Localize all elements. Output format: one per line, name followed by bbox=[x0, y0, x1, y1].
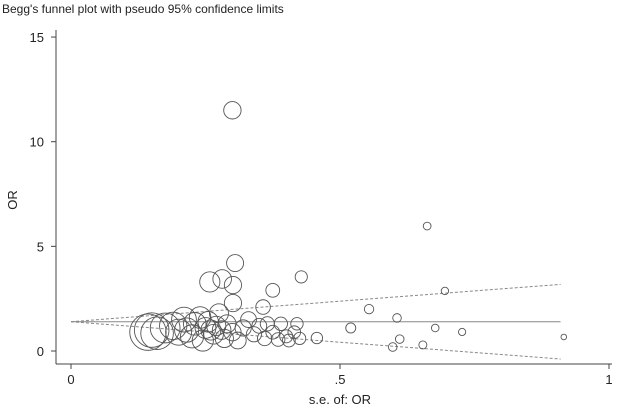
study-point bbox=[149, 312, 181, 344]
study-point bbox=[392, 313, 402, 323]
study-point bbox=[223, 294, 242, 313]
y-tick-label: 5 bbox=[37, 239, 44, 254]
chart-title: Begg's funnel plot with pseudo 95% confi… bbox=[2, 2, 284, 16]
study-point bbox=[133, 312, 170, 348]
y-tick-label: 0 bbox=[37, 344, 44, 359]
y-tick-label: 10 bbox=[30, 135, 44, 150]
study-point bbox=[345, 322, 357, 334]
x-tick-label: .5 bbox=[335, 372, 346, 387]
study-point bbox=[387, 342, 398, 352]
study-point bbox=[174, 317, 200, 343]
y-axis-label: OR bbox=[5, 190, 20, 210]
study-point bbox=[245, 326, 262, 343]
study-point bbox=[223, 276, 242, 295]
study-point bbox=[290, 317, 304, 331]
lower-confidence-limit bbox=[70, 321, 561, 360]
study-point bbox=[226, 254, 245, 273]
study-point bbox=[279, 329, 294, 344]
study-point bbox=[212, 269, 232, 289]
study-point bbox=[211, 320, 232, 340]
study-point bbox=[273, 316, 288, 331]
study-point bbox=[294, 270, 308, 284]
study-point bbox=[363, 303, 375, 315]
study-point bbox=[257, 330, 273, 347]
study-point bbox=[418, 340, 428, 350]
study-point bbox=[293, 331, 307, 345]
study-point bbox=[310, 331, 324, 345]
study-point bbox=[458, 327, 467, 337]
study-point bbox=[440, 286, 450, 296]
upper-confidence-limit bbox=[70, 283, 561, 323]
study-point bbox=[270, 332, 286, 347]
study-point bbox=[182, 312, 207, 336]
study-point bbox=[240, 311, 257, 328]
study-point bbox=[282, 333, 296, 348]
study-point bbox=[259, 316, 275, 332]
study-point bbox=[129, 313, 167, 351]
study-point bbox=[208, 303, 229, 324]
study-point bbox=[223, 101, 242, 120]
study-point bbox=[199, 271, 221, 293]
study-point bbox=[430, 323, 440, 333]
x-tick-label: 1 bbox=[605, 372, 612, 387]
study-point bbox=[422, 221, 432, 231]
study-point bbox=[255, 299, 271, 315]
study-point bbox=[228, 331, 247, 350]
study-point bbox=[265, 282, 281, 298]
study-point bbox=[140, 316, 174, 350]
study-point bbox=[234, 319, 252, 337]
study-point bbox=[223, 323, 242, 342]
study-point bbox=[203, 324, 224, 345]
study-point bbox=[560, 333, 568, 341]
study-point bbox=[265, 324, 281, 340]
study-point bbox=[165, 318, 193, 346]
study-point bbox=[171, 306, 197, 333]
y-tick-label: 15 bbox=[30, 30, 44, 45]
x-axis-label: s.e. of: OR bbox=[309, 392, 371, 407]
study-point bbox=[394, 334, 405, 344]
x-tick-label: 0 bbox=[67, 372, 74, 387]
